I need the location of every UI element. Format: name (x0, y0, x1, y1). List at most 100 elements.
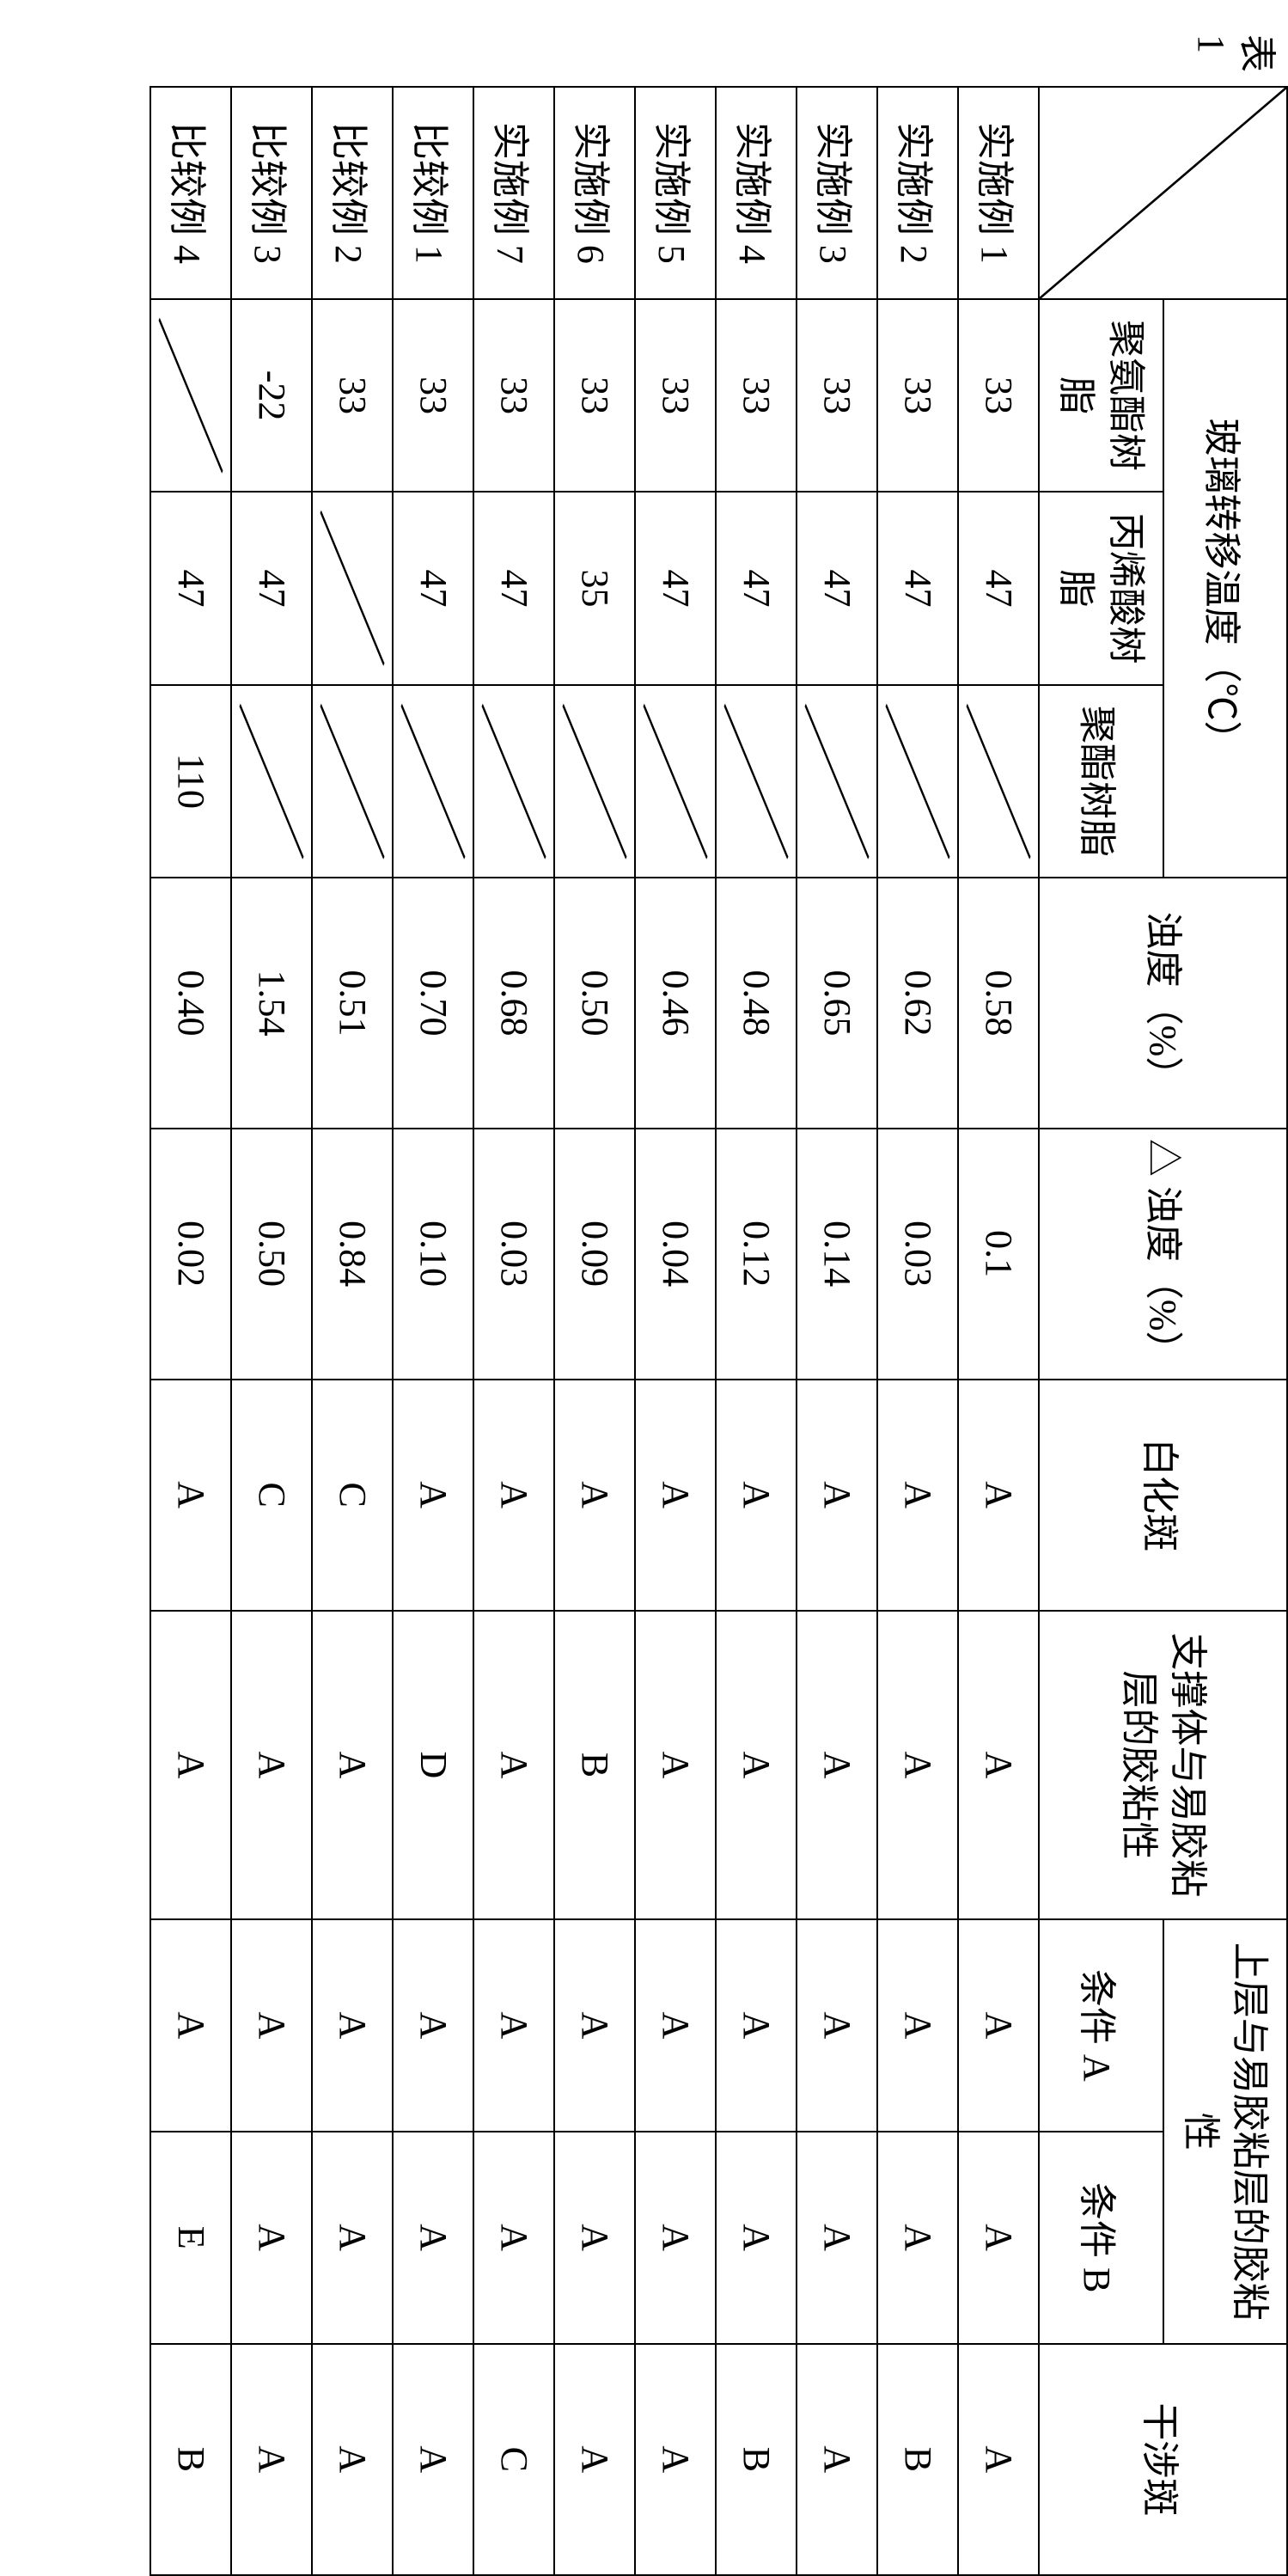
row-label-cell: 比较例 1 (393, 87, 473, 299)
col-interference: 干涉斑 (1039, 2344, 1287, 2575)
cell-ca: A (958, 1919, 1039, 2132)
row-label-cell: 实施例 2 (877, 87, 958, 299)
cell-haze: 0.40 (150, 878, 231, 1129)
cell-pe (473, 685, 554, 878)
col-adh-support: 支撑体与易胶粘层的胶粘性 (1039, 1611, 1287, 1919)
cell-cb: A (231, 2132, 312, 2344)
cell-pu: 33 (393, 299, 473, 492)
cell-dh: 0.03 (877, 1129, 958, 1380)
table-row: 实施例 133470.580.1AAAAA (958, 87, 1039, 2575)
cell-ca: A (716, 1919, 797, 2132)
cell-pu: 33 (312, 299, 393, 492)
cell-intf: A (312, 2344, 393, 2575)
cell-cb: A (635, 2132, 716, 2344)
cell-cb: A (877, 2132, 958, 2344)
cell-intf: A (554, 2344, 635, 2575)
cell-haze: 0.46 (635, 878, 716, 1129)
table-header-row-1: 玻璃转移温度（℃） 浊度（%） △ 浊度（%） 白化斑 支撑体与易胶粘层的胶粘性… (1163, 87, 1287, 2575)
row-label-cell: 比较例 3 (231, 87, 312, 299)
cell-adh-s: A (958, 1611, 1039, 1919)
cell-pu: 33 (635, 299, 716, 492)
row-label-cell: 实施例 7 (473, 87, 554, 299)
corner-cell (1039, 87, 1287, 299)
cell-cb: E (150, 2132, 231, 2344)
cell-haze: 0.70 (393, 878, 473, 1129)
cell-haze: 0.68 (473, 878, 554, 1129)
cell-wh: A (877, 1380, 958, 1611)
cell-pe (393, 685, 473, 878)
cell-dh: 0.02 (150, 1129, 231, 1380)
cell-pu: 33 (473, 299, 554, 492)
col-whitening: 白化斑 (1039, 1380, 1287, 1611)
cell-ca: A (312, 1919, 393, 2132)
col-tg-acrylic: 丙烯酸树脂 (1039, 492, 1163, 684)
cell-haze: 0.58 (958, 878, 1039, 1129)
cell-adh-s: A (716, 1611, 797, 1919)
cell-ca: A (635, 1919, 716, 2132)
table-row: 比较例 3-22471.540.50CAAAA (231, 87, 312, 2575)
cell-pu: 33 (877, 299, 958, 492)
cell-dh: 0.10 (393, 1129, 473, 1380)
col-cond-b: 条件 B (1039, 2132, 1163, 2344)
cell-wh: A (797, 1380, 877, 1611)
cell-cb: A (554, 2132, 635, 2344)
cell-ac: 47 (877, 492, 958, 684)
cell-dh: 0.03 (473, 1129, 554, 1380)
cell-haze: 0.62 (877, 878, 958, 1129)
cell-intf: A (635, 2344, 716, 2575)
cell-intf: B (150, 2344, 231, 2575)
cell-haze: 0.48 (716, 878, 797, 1129)
row-label-cell: 比较例 2 (312, 87, 393, 299)
cell-ac: 47 (797, 492, 877, 684)
cell-pu: 33 (958, 299, 1039, 492)
cell-cb: A (312, 2132, 393, 2344)
cell-intf: A (393, 2344, 473, 2575)
row-label-cell: 实施例 5 (635, 87, 716, 299)
col-adh-upper-group: 上层与易胶粘层的胶粘性 (1163, 1919, 1287, 2344)
table-row: 实施例 533470.460.04AAAAA (635, 87, 716, 2575)
cell-ac: 47 (473, 492, 554, 684)
cell-ca: A (150, 1919, 231, 2132)
cell-cb: A (393, 2132, 473, 2344)
cell-intf: A (797, 2344, 877, 2575)
cell-adh-s: A (150, 1611, 231, 1919)
cell-pe: 110 (150, 685, 231, 878)
cell-pe (231, 685, 312, 878)
cell-ac: 47 (958, 492, 1039, 684)
cell-haze: 1.54 (231, 878, 312, 1129)
cell-pe (716, 685, 797, 878)
cell-pe (312, 685, 393, 878)
col-haze: 浊度（%） (1039, 878, 1287, 1129)
cell-adh-s: A (231, 1611, 312, 1919)
cell-pu: 33 (716, 299, 797, 492)
cell-adh-s: B (554, 1611, 635, 1919)
cell-wh: A (716, 1380, 797, 1611)
table-wrapper: 表 1 玻璃转移温度（℃） 浊度（%） △ 浊度（%） 白化斑 (17, 17, 1271, 2524)
col-tg-polyester: 聚酯树脂 (1039, 685, 1163, 878)
cell-pe (635, 685, 716, 878)
row-label-cell: 实施例 1 (958, 87, 1039, 299)
cell-ca: A (473, 1919, 554, 2132)
cell-adh-s: A (312, 1611, 393, 1919)
cell-dh: 0.09 (554, 1129, 635, 1380)
cell-ca: A (554, 1919, 635, 2132)
cell-adh-s: A (473, 1611, 554, 1919)
cell-ac: 47 (231, 492, 312, 684)
row-label-cell: 实施例 3 (797, 87, 877, 299)
cell-haze: 0.51 (312, 878, 393, 1129)
cell-ac (312, 492, 393, 684)
col-tg-pu: 聚氨酯树脂 (1039, 299, 1163, 492)
cell-cb: A (797, 2132, 877, 2344)
table-row: 比较例 2330.510.84CAAAA (312, 87, 393, 2575)
table-row: 比较例 133470.700.10ADAAA (393, 87, 473, 2575)
table-row: 比较例 4471100.400.02AAAEB (150, 87, 231, 2575)
cell-pu (150, 299, 231, 492)
cell-pu: -22 (231, 299, 312, 492)
col-cond-a: 条件 A (1039, 1919, 1163, 2132)
cell-adh-s: D (393, 1611, 473, 1919)
col-tg-group: 玻璃转移温度（℃） (1163, 299, 1287, 878)
cell-intf: B (716, 2344, 797, 2575)
cell-pe (877, 685, 958, 878)
table-row: 实施例 433470.480.12AAAAB (716, 87, 797, 2575)
cell-pe (958, 685, 1039, 878)
